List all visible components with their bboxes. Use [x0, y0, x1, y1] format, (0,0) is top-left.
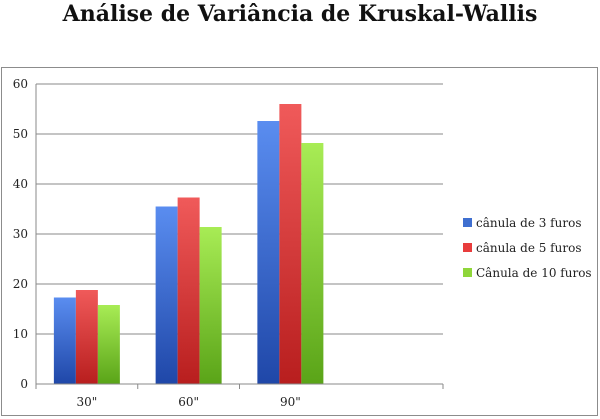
legend-label: Cânula de 10 furos: [476, 265, 592, 280]
y-tick-label: 60: [13, 77, 28, 91]
bar: [257, 121, 280, 384]
y-tick-label: 20: [13, 277, 28, 291]
legend-item: cânula de 5 furos: [463, 235, 592, 260]
bar: [75, 290, 98, 384]
bar: [155, 206, 178, 384]
x-tick-label: 30": [76, 395, 97, 409]
legend-item: Cânula de 10 furos: [463, 260, 592, 285]
y-tick-label: 30: [13, 227, 28, 241]
chart-legend: cânula de 3 furos cânula de 5 furos Cânula…: [463, 210, 592, 285]
legend-swatch: [463, 218, 472, 227]
legend-label: cânula de 3 furos: [476, 215, 582, 230]
bar: [301, 143, 324, 384]
bar: [97, 305, 120, 384]
legend-swatch: [463, 268, 472, 277]
chart-title: Análise de Variância de Kruskal-Wallis: [62, 1, 538, 27]
legend-item: cânula de 3 furos: [463, 210, 592, 235]
y-tick-label: 40: [13, 177, 28, 191]
bar: [199, 227, 222, 384]
bar: [177, 197, 200, 384]
x-tick-label: 60": [178, 395, 199, 409]
y-tick-label: 50: [13, 127, 28, 141]
bar: [53, 297, 76, 384]
x-tick-label: 90": [280, 395, 301, 409]
y-tick-label: 10: [13, 327, 28, 341]
y-tick-label: 0: [20, 377, 28, 391]
legend-label: cânula de 5 furos: [476, 240, 582, 255]
legend-swatch: [463, 243, 472, 252]
bar: [279, 104, 302, 384]
